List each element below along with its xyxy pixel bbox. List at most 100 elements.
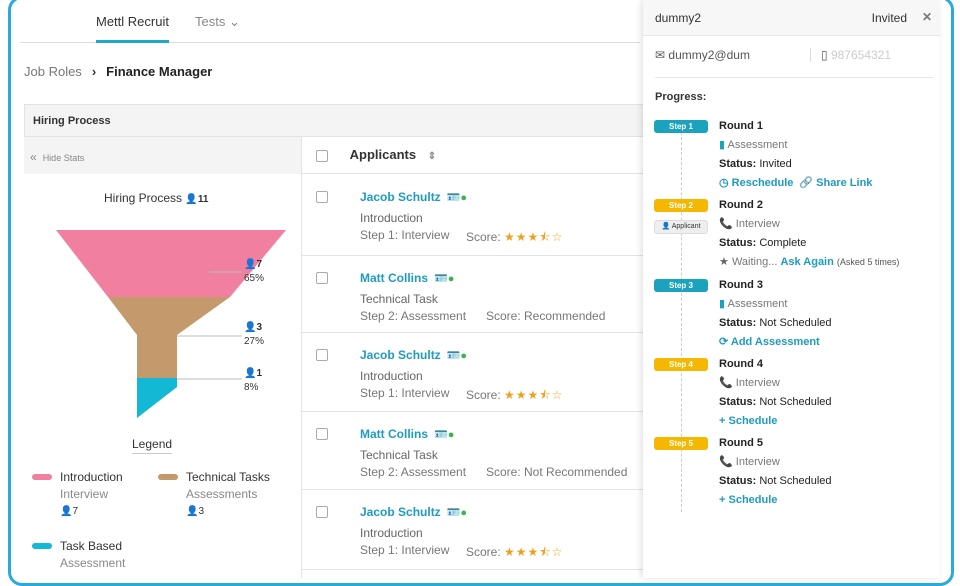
applicant-name[interactable]: Jacob Schultz 🪪● [360, 190, 468, 204]
applicant-name[interactable]: Jacob Schultz 🪪● [360, 348, 468, 362]
star-rating: ★★★⯪☆ [504, 388, 564, 402]
add-assessment-link[interactable]: ⟳ Add Assessment [719, 336, 820, 348]
share-link-link[interactable]: 🔗 Share Link [799, 177, 873, 189]
applicant-row[interactable]: Matt Collins 🪪● Technical Task Step 2: As… [302, 256, 644, 333]
ask-again-link[interactable]: Ask Again [780, 256, 834, 268]
row-checkbox[interactable] [316, 506, 328, 518]
funnel-chart [56, 230, 286, 418]
row-checkbox[interactable] [316, 349, 328, 361]
row-checkbox[interactable] [316, 428, 328, 440]
tab-mettl-recruit[interactable]: Mettl Recruit [96, 14, 169, 43]
round-title: Round 2 [719, 199, 763, 211]
stats-panel: Hiring Process 👤11 👤7 65% 👤3 27% 👤1 8% Lege… [24, 174, 302, 578]
document-icon: ▮ [719, 139, 726, 151]
funnel-stage-task-based [137, 378, 177, 418]
applicant-score: Score: Not Recommended [486, 465, 628, 479]
round-type: Interview [735, 218, 780, 230]
applicant-name[interactable]: Matt Collins 🪪● [360, 271, 455, 285]
phone-icon: ▯ [821, 48, 828, 62]
row-checkbox[interactable] [316, 272, 328, 284]
applicant-score: Score: Recommended [486, 309, 606, 323]
step-badge: Step 1 [654, 120, 708, 133]
round-item: Round 5 📞 Interview Status: Not Schedule… [719, 434, 832, 510]
round-type: Interview [735, 377, 780, 389]
applicant-score: Score: ★★★⯪☆ [466, 545, 564, 559]
schedule-link[interactable]: + Schedule [719, 415, 778, 427]
breadcrumb-current: Finance Manager [106, 64, 213, 79]
tab-tests[interactable]: Tests ⌄ [195, 14, 240, 29]
verified-id-icon: 🪪● [446, 350, 468, 362]
applicant-step: Step 1: Interview [360, 543, 450, 557]
section-title: Hiring Process [24, 104, 644, 137]
phone-icon: 📞 [719, 456, 733, 468]
round-type: Interview [735, 456, 780, 468]
top-nav: Mettl Recruit Tests ⌄ [20, 0, 640, 43]
double-chevron-left-icon: « [30, 150, 37, 164]
hide-stats-button[interactable]: « Hide Stats [24, 137, 302, 174]
status-badge: Invited [871, 11, 907, 25]
applicant-step: Step 1: Interview [360, 228, 450, 242]
step-badge: Step 5 [654, 437, 708, 450]
applicant-stage: Introduction [360, 211, 423, 225]
schedule-link[interactable]: + Schedule [719, 494, 778, 506]
applicant-stage: Technical Task [360, 292, 438, 306]
round-title: Round 4 [719, 358, 763, 370]
applicant-stage: Technical Task [360, 448, 438, 462]
round-type: Assessment [727, 139, 788, 151]
applicant-name[interactable]: Matt Collins 🪪● [360, 427, 455, 441]
chevron-right-icon: › [91, 64, 97, 79]
breadcrumb-job-roles[interactable]: Job Roles [24, 64, 82, 79]
step-badge: Step 3 [654, 279, 708, 292]
applicant-name[interactable]: Jacob Schultz 🪪● [360, 505, 468, 519]
round-status: Complete [759, 237, 807, 249]
round-title: Round 1 [719, 120, 763, 132]
round-title: Round 5 [719, 437, 763, 449]
panel-header: dummy2 Invited ✕ [643, 0, 940, 36]
legend-item-technical: Technical Tasks Assessments 👤3 [158, 469, 270, 520]
applicant-row[interactable]: Matt Collins 🪪● Technical Task Step 2: As… [302, 412, 644, 490]
legend-item-introduction: Introduction Interview 👤7 [32, 469, 123, 520]
applicants-header-label: Applicants [349, 147, 417, 162]
breadcrumb: Job Roles › Finance Manager [24, 64, 212, 79]
email: dummy2@dum [668, 48, 750, 62]
progress-label: Progress: [655, 91, 707, 103]
candidate-panel: dummy2 Invited ✕ ✉ dummy2@dum ▯ 98765432… [643, 0, 940, 578]
applicants-header: Applicants ⇕ [302, 137, 644, 174]
mail-icon: ✉ [655, 48, 666, 62]
round-status: Not Scheduled [759, 317, 832, 329]
verified-id-icon: 🪪● [434, 273, 455, 285]
timeline-line [681, 132, 682, 512]
funnel-label-1: 👤7 65% [244, 259, 265, 284]
funnel-stage-technical [108, 297, 230, 378]
funnel-stage-introduction [56, 230, 286, 297]
candidate-name: dummy2 [655, 11, 702, 25]
row-checkbox[interactable] [316, 191, 328, 203]
applicant-row[interactable]: Jacob Schultz 🪪● Introduction Step 1: Int… [302, 490, 644, 570]
sort-icon[interactable]: ⇕ [427, 151, 437, 162]
funnel-label-3: 👤1 8% [244, 368, 263, 393]
document-icon: ▮ [719, 298, 726, 310]
step-badge: Step 2 [654, 199, 708, 212]
contact-info: ✉ dummy2@dum ▯ 987654321 [655, 48, 933, 78]
round-type: Assessment [727, 298, 788, 310]
round-item: Round 1 ▮ Assessment Status: Invited ◷ Re… [719, 117, 878, 193]
applicant-step: Step 2: Assessment [360, 465, 467, 479]
applicant-stage: Introduction [360, 526, 423, 540]
star-rating: ★★★⯪☆ [504, 545, 564, 559]
round-item: Round 2 📞 Interview Status: Complete ★ Wa… [719, 196, 899, 272]
star-rating: ★★★⯪☆ [504, 230, 564, 244]
reschedule-link[interactable]: ◷ Reschedule [719, 177, 794, 189]
round-item: Round 4 📞 Interview Status: Not Schedule… [719, 355, 832, 431]
applicant-score: Score: ★★★⯪☆ [466, 388, 564, 402]
select-all-checkbox[interactable] [316, 149, 328, 162]
round-status: Not Scheduled [759, 475, 832, 487]
star-icon: ★ [719, 256, 729, 268]
round-item: Round 3 ▮ Assessment Status: Not Schedul… [719, 276, 832, 352]
hide-stats-label: Hide Stats [42, 153, 85, 163]
applicant-row[interactable]: Jacob Schultz 🪪● Introduction Step 1: Int… [302, 175, 644, 256]
applicant-row[interactable]: Jacob Schultz 🪪● Introduction Step 1: Int… [302, 333, 644, 412]
funnel-title: Hiring Process 👤11 [104, 191, 209, 205]
close-icon[interactable]: ✕ [921, 10, 932, 24]
applicant-tag: 👤 Applicant [654, 220, 708, 234]
phone-icon: 📞 [719, 218, 733, 230]
